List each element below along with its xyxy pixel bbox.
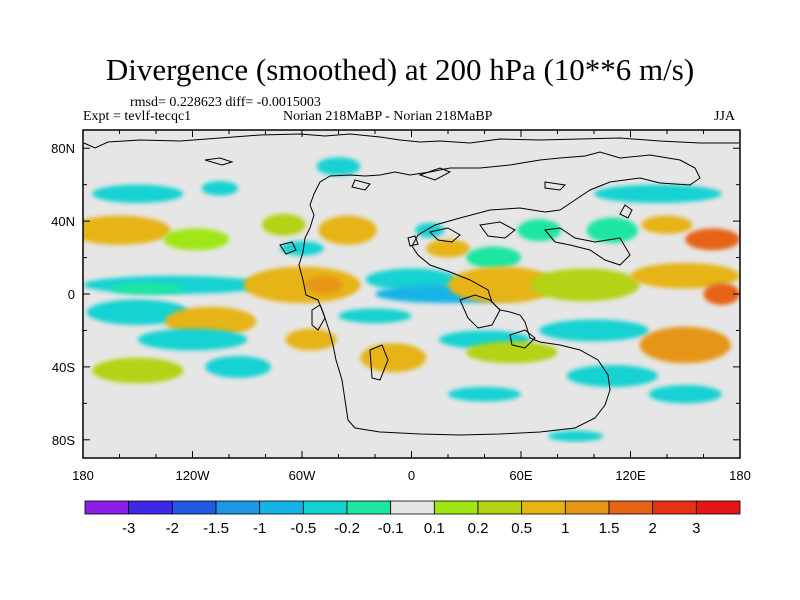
colorbar: -3 -2 -1.5 -1 -0.5 -0.2 -0.1 0.1 0.2 0.5 1 1.5 2 3 (84, 500, 741, 537)
colorbar-label-4: -0.5 (290, 520, 316, 537)
x-tick-label-3: 0 (408, 468, 415, 483)
colorbar-label-11: 1.5 (599, 520, 620, 537)
y-tick-label-3: 40S (52, 360, 75, 375)
colorbar-label-3: -1 (253, 520, 266, 537)
colorbar-swatch-11 (564, 500, 610, 515)
x-tick-label-6: 180 (729, 468, 751, 483)
colorbar-swatch-13 (652, 500, 697, 515)
paleo-coastline (83, 133, 739, 436)
anomaly-region-28 (137, 328, 248, 351)
anomaly-region-12 (365, 268, 458, 291)
anomaly-region-2 (92, 184, 184, 203)
anomaly-region-40 (448, 386, 521, 402)
colorbar-swatch-8 (433, 500, 479, 515)
anomaly-region-16 (466, 246, 521, 269)
colorbar-swatch-12 (608, 500, 654, 515)
anomaly-region-33 (360, 343, 427, 373)
colorbar-label-7: 0.1 (424, 520, 445, 537)
x-tick-label-5: 120E (615, 468, 646, 483)
colorbar-label-9: 0.5 (511, 520, 532, 537)
y-tick-label-1: 40N (51, 214, 75, 229)
anomaly-region-5 (261, 213, 306, 236)
anomaly-region-22 (530, 268, 640, 302)
colorbar-swatch-5 (302, 500, 348, 515)
case-label: Norian 218MaBP - Norian 218MaBP (283, 109, 493, 124)
anomaly-field (83, 157, 740, 442)
y-tick-label-2: 0 (68, 287, 75, 302)
anomaly-region-3 (201, 181, 239, 196)
anomaly-region-17 (517, 219, 562, 242)
anomaly-region-4 (316, 157, 361, 176)
map-axes: 180 120W 60W 0 60E 120E 180 80N 40N 0 40S 80S (51, 130, 751, 483)
colorbar-swatch-6 (346, 500, 392, 515)
anomaly-region-36 (539, 319, 649, 342)
anomaly-region-26 (86, 299, 189, 325)
colorbar-swatch-10 (521, 500, 566, 515)
colorbar-label-10: 1 (561, 520, 569, 537)
experiment-label: Expt = tevlf-tecqc1 (83, 109, 192, 124)
colorbar-swatch-3 (215, 500, 261, 515)
anomaly-region-31 (285, 328, 337, 351)
anomaly-region-15 (426, 239, 470, 258)
colorbar-swatch-0 (84, 500, 130, 515)
anomaly-region-37 (639, 326, 731, 364)
season-label: JJA (714, 109, 736, 124)
colorbar-swatch-2 (171, 500, 217, 515)
anomaly-region-21 (448, 266, 558, 304)
anomaly-region-6 (318, 215, 377, 245)
colorbar-label-5: -0.2 (334, 520, 360, 537)
colorbar-label-0: -3 (122, 520, 135, 537)
colorbar-label-12: 2 (648, 520, 656, 537)
anomaly-region-10 (243, 266, 361, 304)
anomaly-region-24 (703, 283, 740, 305)
anomaly-region-18 (586, 217, 638, 243)
colorbar-label-2: -1.5 (203, 520, 229, 537)
anomaly-region-29 (92, 357, 184, 384)
colorbar-swatch-4 (259, 500, 304, 515)
anomaly-region-39 (648, 385, 722, 404)
x-tick-label-4: 60E (509, 468, 532, 483)
anomaly-region-35 (466, 341, 558, 364)
x-tick-label-1: 120W (176, 468, 211, 483)
colorbar-swatch-7 (390, 500, 435, 515)
x-tick-label-2: 60W (289, 468, 316, 483)
anomaly-region-32 (338, 308, 412, 324)
colorbar-swatch-1 (128, 500, 173, 515)
colorbar-label-8: 0.2 (468, 520, 489, 537)
anomaly-region-41 (548, 430, 604, 442)
anomaly-region-25 (594, 184, 722, 203)
anomaly-region-0 (83, 215, 171, 245)
anomaly-region-27 (165, 306, 257, 336)
chart-title: Divergence (smoothed) at 200 hPa (10**6 … (105, 52, 695, 87)
anomaly-region-30 (205, 355, 271, 378)
anomaly-region-14 (415, 222, 445, 238)
colorbar-label-13: 3 (692, 520, 700, 537)
anomaly-region-9 (110, 283, 184, 294)
y-tick-label-0: 80N (51, 141, 75, 156)
colorbar-label-1: -2 (166, 520, 179, 537)
colorbar-label-6: -0.1 (378, 520, 404, 537)
x-tick-label-0: 180 (72, 468, 94, 483)
anomaly-region-1 (163, 228, 229, 251)
anomaly-region-23 (630, 263, 740, 289)
anomaly-region-11 (305, 275, 343, 294)
colorbar-swatch-14 (695, 500, 741, 515)
anomaly-region-38 (566, 365, 658, 387)
colorbar-swatch-9 (477, 500, 523, 515)
y-tick-label-4: 80S (52, 433, 75, 448)
anomaly-region-20 (685, 228, 740, 251)
rmsd-diff-label: rmsd= 0.228623 diff= -0.0015003 (130, 95, 321, 110)
anomaly-region-19 (641, 215, 693, 234)
